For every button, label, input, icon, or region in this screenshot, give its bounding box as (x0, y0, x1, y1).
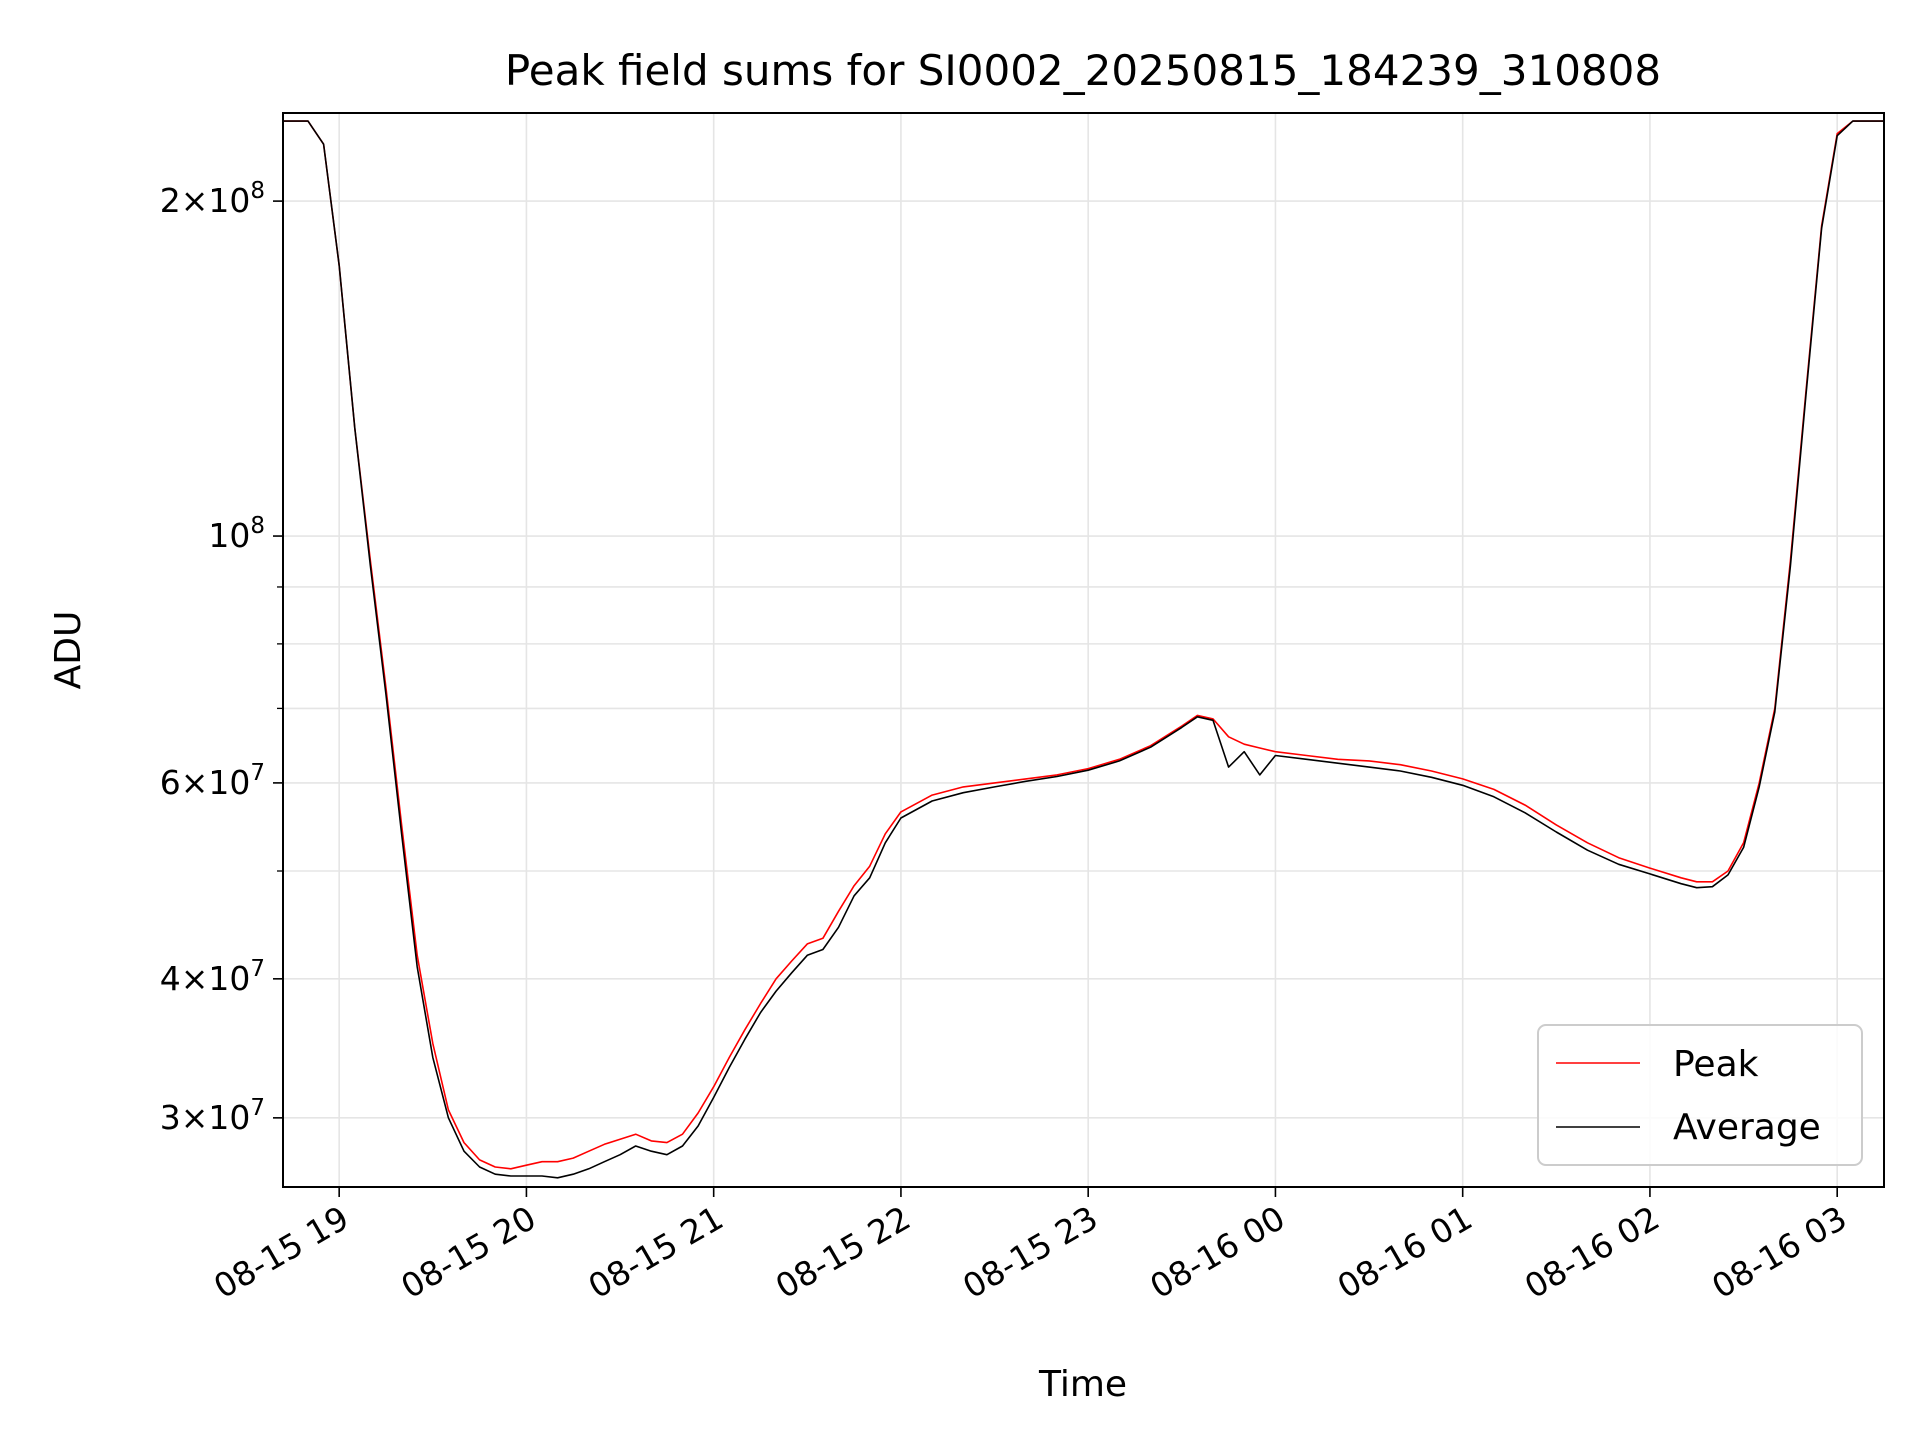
y-tick-label: 3×107 (160, 1095, 265, 1137)
y-tick-label: 108 (208, 513, 265, 555)
legend-peak-label: Peak (1673, 1044, 1759, 1085)
legend: Peak Average (1537, 1024, 1863, 1166)
y-axis-label: ADU (48, 611, 89, 690)
chart-title: Peak field sums for SI0002_20250815_1842… (505, 46, 1661, 95)
legend-box (1537, 1024, 1863, 1166)
plot-frame (282, 112, 1885, 1188)
series-layer (283, 120, 1884, 1179)
y-tick-label: 2×108 (160, 178, 265, 220)
legend-average-label: Average (1673, 1107, 1821, 1148)
y-tick-label: 4×107 (160, 956, 265, 998)
series-line-average (283, 120, 1884, 1179)
series-line-peak (283, 120, 1884, 1170)
y-axis: 3×107 4×107 6×107 108 2×108 (160, 178, 283, 1137)
x-axis-label: Time (1038, 1364, 1127, 1405)
y-tick-label: 6×107 (160, 760, 265, 802)
